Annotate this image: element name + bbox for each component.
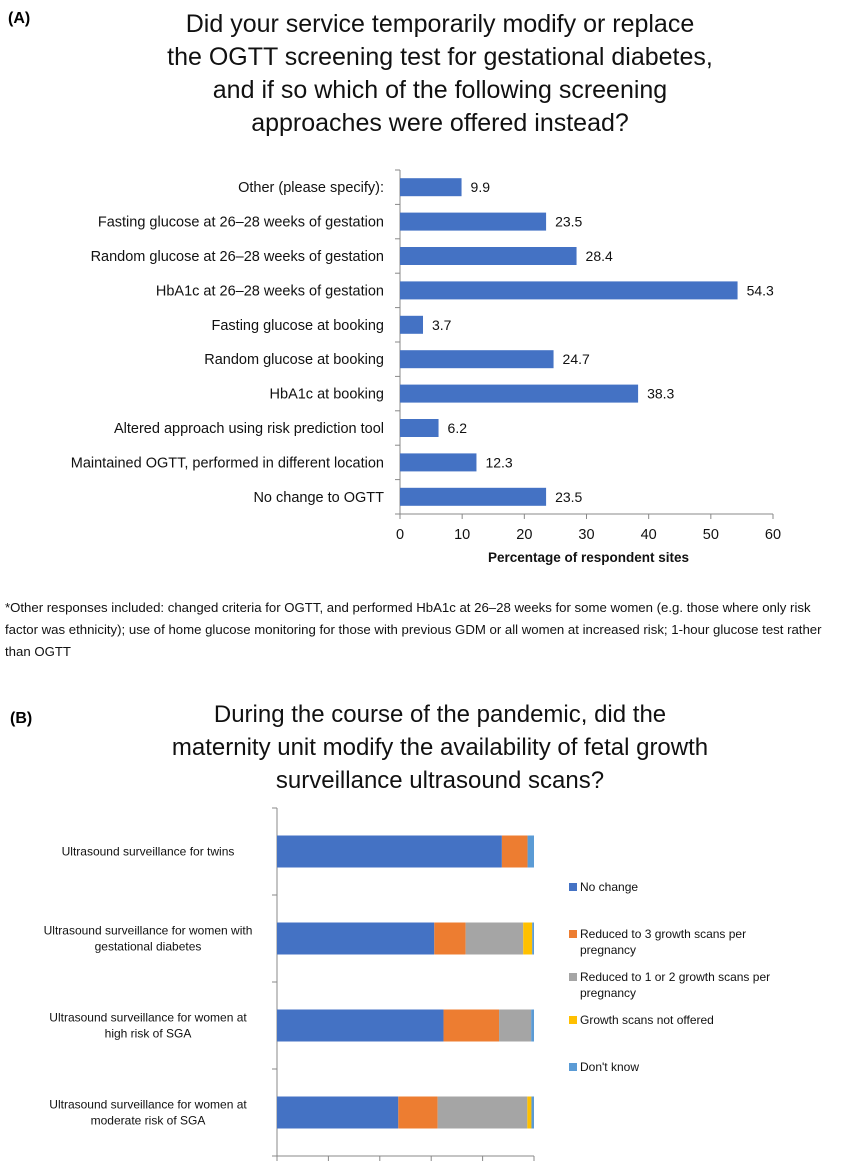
- category-label: HbA1c at 26–28 weeks of gestation: [156, 283, 384, 299]
- category-label: Random glucose at booking: [204, 352, 384, 368]
- value-label: 9.9: [471, 179, 491, 195]
- legend-label: Reduced to 3 growth scans per: [580, 927, 746, 941]
- category-label: Ultrasound surveillance for women with: [44, 924, 253, 938]
- bar: [400, 247, 577, 265]
- category-label: Other (please specify):: [238, 180, 384, 196]
- panel-a-title-line: the OGTT screening test for gestational …: [167, 43, 713, 71]
- bar: [400, 315, 424, 334]
- bar: [400, 281, 738, 300]
- bar: [400, 350, 554, 369]
- category-label: Ultrasound surveillance for women at: [49, 1098, 247, 1112]
- value-label: 23.5: [555, 489, 582, 505]
- bar-segment: [527, 835, 534, 868]
- bar: [400, 419, 439, 437]
- category-label: Altered approach using risk prediction t…: [114, 421, 384, 437]
- panel-a-title-line: approaches were offered instead?: [251, 109, 629, 137]
- legend-swatch: [569, 1063, 577, 1071]
- x-tick-label: 40: [641, 527, 657, 543]
- bar-segment: [531, 1096, 534, 1129]
- value-label: 24.7: [563, 351, 590, 367]
- bar: [400, 487, 547, 506]
- panel-a-title-line: Did your service temporarily modify or r…: [185, 10, 695, 38]
- value-label: 12.3: [485, 454, 512, 470]
- category-label: Ultrasound surveillance for twins: [62, 845, 235, 859]
- value-label: 54.3: [747, 282, 774, 298]
- legend-label: Don't know: [580, 1060, 639, 1074]
- bar: [400, 212, 547, 231]
- legend-label: pregnancy: [580, 986, 636, 1000]
- bar-segment: [465, 922, 524, 955]
- category-label: Random glucose at 26–28 weeks of gestati…: [91, 249, 384, 265]
- bar-segment: [398, 1096, 438, 1129]
- bar-segment: [277, 922, 435, 955]
- legend-swatch: [569, 1016, 577, 1024]
- bar-segment: [527, 1096, 532, 1129]
- x-tick-label: 50: [703, 527, 719, 543]
- category-label: Fasting glucose at booking: [212, 318, 385, 334]
- category-label: high risk of SGA: [105, 1027, 192, 1041]
- bar-segment: [434, 922, 466, 955]
- category-label: Fasting glucose at 26–28 weeks of gestat…: [98, 215, 384, 231]
- legend-swatch: [569, 930, 577, 938]
- bar-segment: [532, 922, 534, 955]
- legend-label: Growth scans not offered: [580, 1013, 714, 1027]
- category-label: moderate risk of SGA: [91, 1114, 206, 1128]
- bar-segment: [277, 835, 502, 868]
- legend-label: Reduced to 1 or 2 growth scans per: [580, 970, 770, 984]
- value-label: 3.7: [432, 317, 452, 333]
- bar-segment: [523, 922, 533, 955]
- category-label: Maintained OGTT, performed in different …: [71, 455, 384, 471]
- value-label: 28.4: [586, 248, 613, 264]
- x-tick-label: 20: [516, 527, 532, 543]
- bar-segment: [277, 1096, 399, 1129]
- bar-segment: [277, 1009, 444, 1042]
- panel-a-label: (A): [8, 10, 31, 27]
- bar-segment: [443, 1009, 500, 1042]
- panel-a-title: Did your service temporarily modify or r…: [70, 8, 810, 140]
- x-tick-label: 30: [578, 527, 594, 543]
- panel-b-title-line: During the course of the pandemic, did t…: [213, 701, 667, 728]
- legend-label: pregnancy: [580, 943, 636, 957]
- bar-segment: [501, 835, 528, 868]
- legend-swatch: [569, 883, 577, 891]
- bar-segment: [437, 1096, 528, 1129]
- bar: [400, 453, 477, 472]
- category-label: gestational diabetes: [95, 940, 202, 954]
- category-label: HbA1c at booking: [270, 387, 384, 403]
- footnote: *Other responses included: changed crite…: [5, 600, 822, 659]
- bar: [400, 384, 639, 403]
- bar-segment: [531, 1009, 534, 1042]
- panel-b-title-line: surveillance ultrasound scans?: [275, 767, 605, 794]
- category-label: Ultrasound surveillance for women at: [49, 1011, 247, 1025]
- bar-segment: [499, 1009, 532, 1042]
- value-label: 6.2: [448, 420, 468, 436]
- value-label: 38.3: [647, 386, 674, 402]
- panel-a-chart: Other (please specify): 9.9 Fasting glucos…: [71, 169, 781, 565]
- panel-b-label: (B): [10, 710, 33, 727]
- panel-b-title-line: maternity unit modify the availability o…: [171, 734, 709, 761]
- x-tick-label: 60: [765, 527, 781, 543]
- x-axis-title: Percentage of respondent sites: [488, 550, 689, 565]
- panel-b-title: During the course of the pandemic, did t…: [70, 698, 810, 797]
- legend-label: No change: [580, 880, 638, 894]
- x-tick-label: 10: [454, 527, 470, 543]
- value-label: 23.5: [555, 214, 582, 230]
- bar: [400, 178, 462, 197]
- category-label: No change to OGTT: [253, 490, 384, 506]
- panel-b-chart: Ultrasound surveillance for twins Ultraso…: [44, 807, 770, 1161]
- panel-a-title-line: and if so which of the following screeni…: [212, 76, 668, 104]
- legend-swatch: [569, 973, 577, 981]
- x-tick-label: 0: [396, 527, 404, 543]
